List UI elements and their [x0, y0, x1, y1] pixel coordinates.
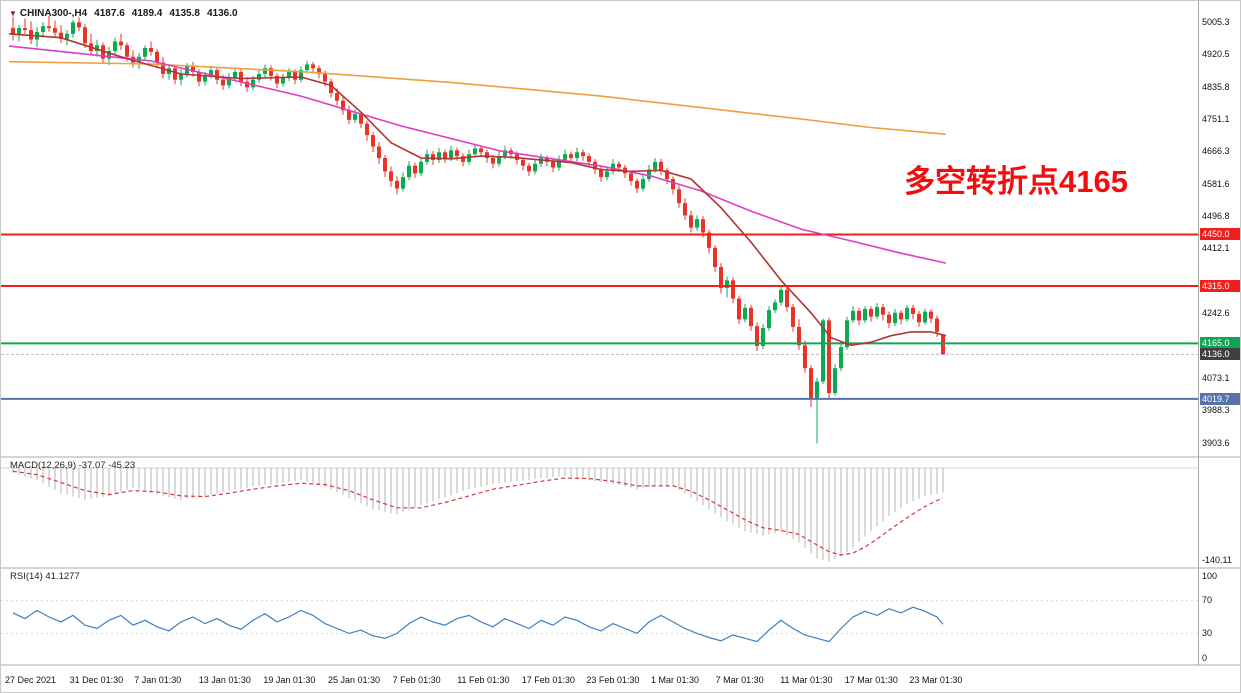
- time-axis-label: 7 Feb 01:30: [392, 675, 441, 685]
- price-axis-label: 4581.6: [1202, 178, 1230, 189]
- hline-price-label: 4019.7: [1200, 392, 1240, 405]
- price-axis-label: 3988.3: [1202, 405, 1230, 416]
- time-axis-label: 19 Jan 01:30: [263, 675, 316, 685]
- moving-average-lines: [8, 33, 947, 347]
- candles-layer: [11, 15, 945, 444]
- time-axis-label: 11 Mar 01:30: [780, 675, 833, 685]
- price-axis-label: 4920.5: [1202, 49, 1230, 60]
- time-axis-label: 1 Mar 01:30: [651, 675, 700, 685]
- symbol-label: CHINA300-,H4: [19, 8, 88, 19]
- price-axis-label: 4412.1: [1202, 243, 1230, 254]
- time-axis-label: 31 Dec 01:30: [69, 675, 124, 685]
- rsi-level-label: 100: [1202, 570, 1218, 581]
- hline-price-label: 4315.0: [1200, 280, 1240, 293]
- time-axis-label: 7 Mar 01:30: [715, 675, 764, 685]
- horizontal-support-resistance-lines[interactable]: [1, 233, 1198, 400]
- rsi-level-label: 30: [1202, 627, 1213, 638]
- ohlc-low: 4135.8: [169, 8, 200, 19]
- price-axis-label: 4751.1: [1202, 113, 1230, 124]
- price-axis-label: 4242.6: [1202, 308, 1230, 319]
- ohlc-close: 4136.0: [206, 8, 238, 19]
- macd-signal-line: [12, 470, 944, 556]
- ohlc-open: 4187.6: [94, 8, 125, 19]
- symbol-info-bar: ▼ CHINA300-,H4 4187.6 4189.4 4135.8 4136.0: [9, 8, 238, 19]
- hline-price-label: 4165.0: [1200, 337, 1240, 350]
- time-axis-label: 17 Feb 01:30: [521, 675, 575, 685]
- time-axis-label: 7 Jan 01:30: [134, 675, 182, 685]
- time-axis-label: 23 Feb 01:30: [586, 675, 640, 685]
- rsi-level-label: 0: [1202, 652, 1208, 663]
- time-axis-label: 11 Feb 01:30: [457, 675, 510, 685]
- rsi-pane-label: RSI(14) 41.1277: [10, 571, 80, 582]
- time-axis-label: 13 Jan 01:30: [198, 675, 251, 685]
- price-axis-label: 3903.6: [1202, 437, 1230, 448]
- macd-indicator-layer: [1, 467, 1198, 562]
- price-axis-label: 4835.8: [1202, 81, 1230, 92]
- current-price-label: 4136.0: [1200, 348, 1240, 361]
- price-axis-label: 4496.8: [1202, 211, 1230, 222]
- ma-fast-darkred: [8, 33, 947, 347]
- price-axis-label: 4666.3: [1202, 146, 1230, 157]
- ma-medium-magenta: [8, 45, 947, 264]
- macd-min-label: -140.11: [1202, 555, 1232, 566]
- macd-pane-label: MACD(12,26,9) -37.07 -45.23: [10, 460, 136, 471]
- time-axis-label: 17 Mar 01:30: [844, 675, 898, 685]
- time-axis-label: 25 Jan 01:30: [328, 675, 381, 685]
- price-axis-label: 4073.1: [1202, 372, 1230, 383]
- time-axis-label: 27 Dec 2021: [5, 675, 57, 685]
- ohlc-high: 4189.4: [131, 8, 163, 19]
- rsi-indicator-layer: [1, 600, 1198, 643]
- hline-price-label: 4450.0: [1200, 228, 1240, 241]
- ma-slow-orange: [8, 60, 947, 136]
- rsi-line: [12, 606, 944, 643]
- chart-annotation-text: 多空转折点4165: [904, 164, 1128, 199]
- time-axis-label: 23 Mar 01:30: [909, 675, 963, 685]
- price-axis-label: 5005.3: [1202, 16, 1230, 27]
- pane-separators: [1, 1, 1240, 666]
- rsi-level-label: 70: [1202, 595, 1213, 606]
- collapse-ohlc-icon[interactable]: ▼: [9, 9, 17, 18]
